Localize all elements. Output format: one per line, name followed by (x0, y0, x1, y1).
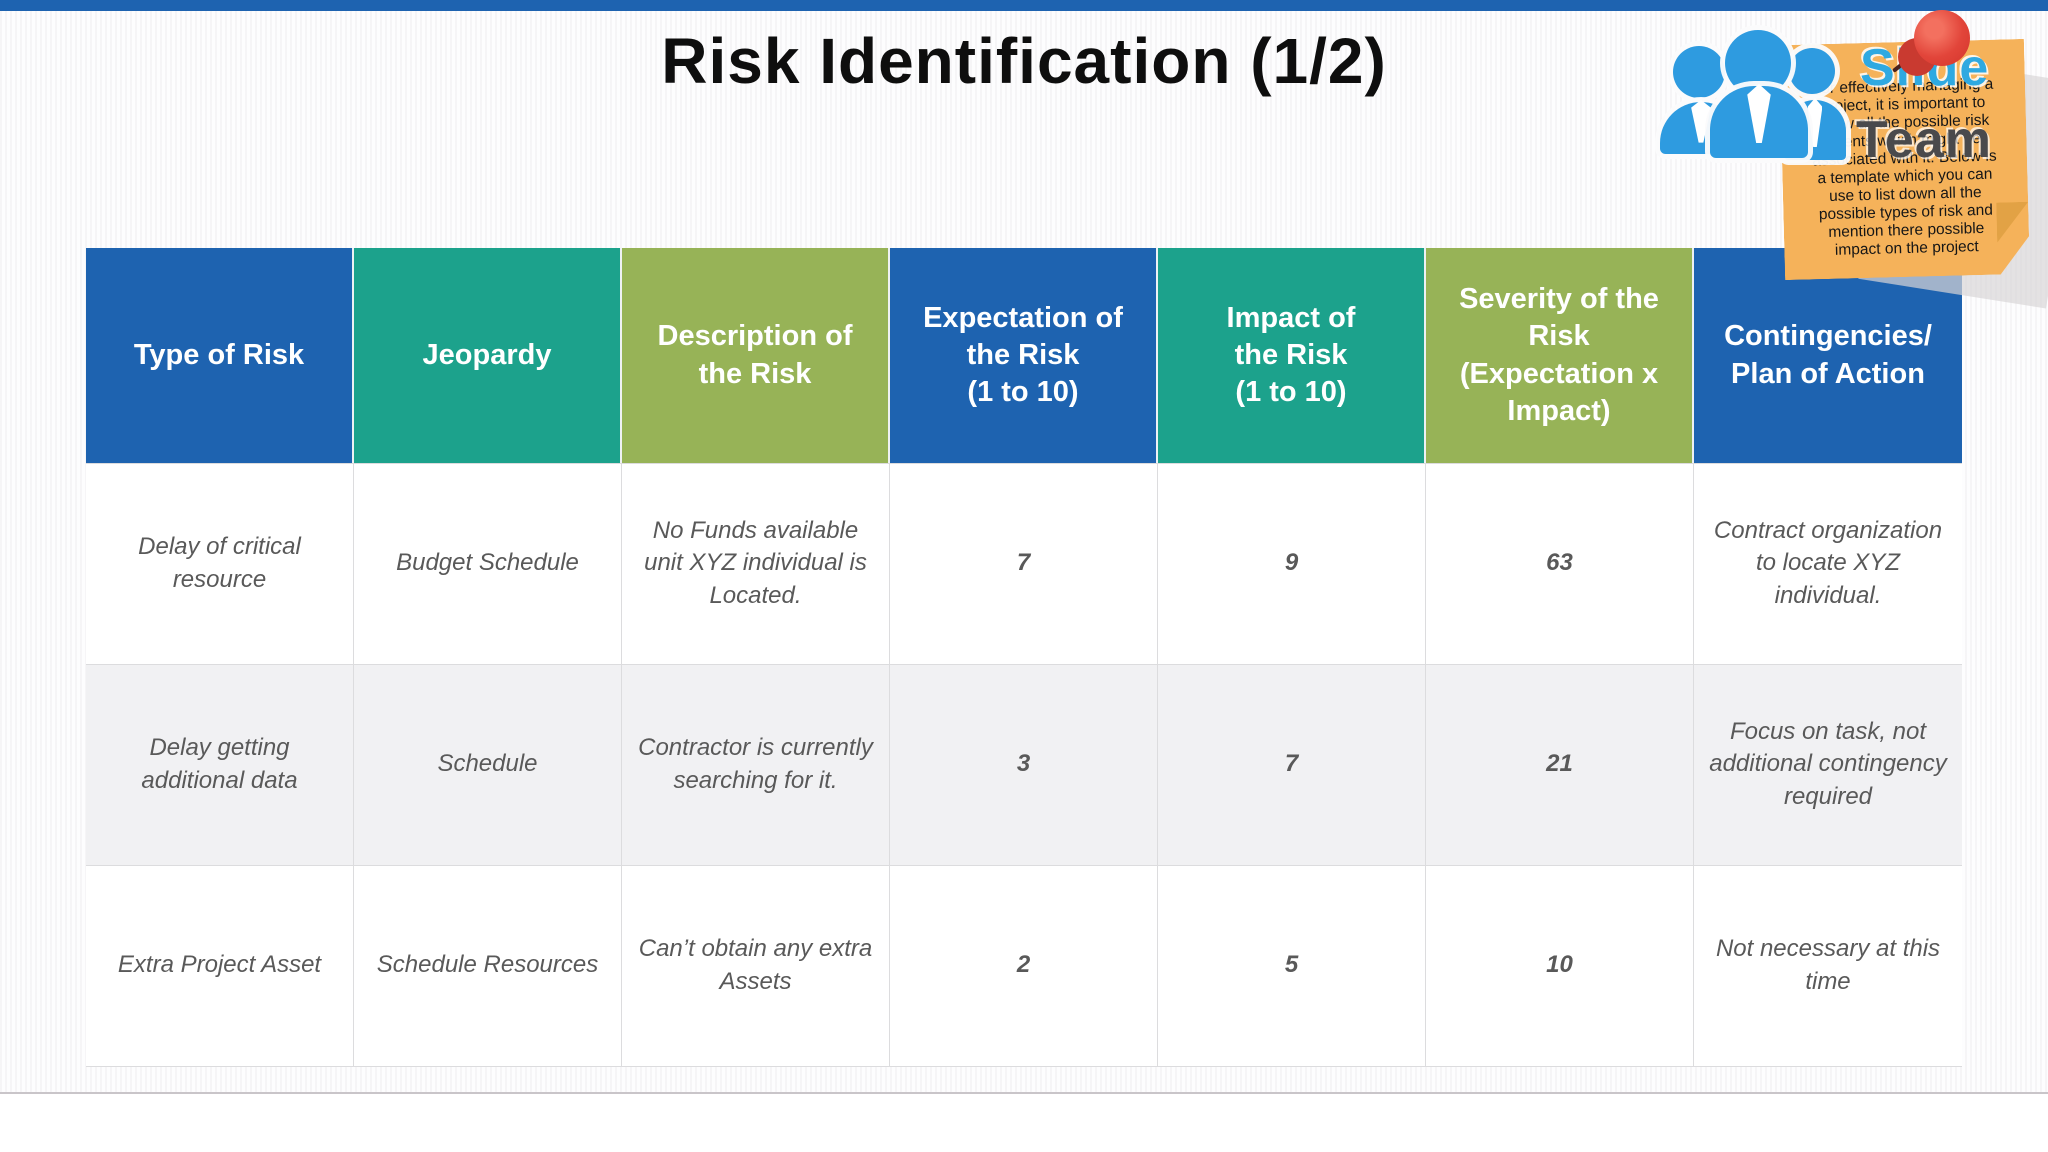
table-cell-expectation: 7 (890, 463, 1158, 664)
person-tie (1807, 98, 1823, 148)
page-title: Risk Identification (1/2) (661, 25, 1387, 97)
table-cell-type: Delay getting additional data (86, 664, 354, 865)
table-cell-impact: 7 (1158, 664, 1426, 865)
column-header-severity: Severity of the Risk (Expectation x Impa… (1426, 248, 1694, 463)
column-header-expectation: Expectation of the Risk (1 to 10) (890, 248, 1158, 463)
table-row: Delay getting additional data Schedule C… (86, 664, 1962, 865)
table-header-row: Type of Risk Jeopardy Description of the… (86, 248, 1962, 463)
pushpin-head (1914, 10, 1970, 66)
table-cell-type: Extra Project Asset (86, 865, 354, 1066)
table-cell-expectation: 2 (890, 865, 1158, 1066)
person-head (1673, 46, 1725, 98)
table-cell-description: Can’t obtain any extra Assets (622, 865, 890, 1066)
table-row: Delay of critical resource Budget Schedu… (86, 463, 1962, 664)
column-header-jeopardy: Jeopardy (354, 248, 622, 463)
column-header-impact: Impact of the Risk (1 to 10) (1158, 248, 1426, 463)
table-cell-type: Delay of critical resource (86, 463, 354, 664)
table-cell-expectation: 3 (890, 664, 1158, 865)
table-cell-description: Contractor is currently searching for it… (622, 664, 890, 865)
table-cell-severity: 10 (1426, 865, 1694, 1066)
table-cell-severity: 63 (1426, 463, 1694, 664)
bottom-divider-line (0, 1092, 2048, 1094)
person-tie (1747, 84, 1771, 144)
person-tie (1691, 100, 1711, 143)
risk-table: Type of Risk Jeopardy Description of the… (86, 248, 1962, 1067)
table-cell-severity: 21 (1426, 664, 1694, 865)
table-cell-contingency: Focus on task, not additional contingenc… (1709, 717, 1947, 810)
brand-team-text: Team (1856, 111, 1992, 169)
table-cell-jeopardy: Budget Schedule (354, 463, 622, 664)
table-cell-impact: 9 (1158, 463, 1426, 664)
table-cell-jeopardy: Schedule Resources (354, 865, 622, 1066)
table-cell-jeopardy: Schedule (354, 664, 622, 865)
top-accent-bar (0, 0, 2048, 11)
table-cell-impact: 5 (1158, 865, 1426, 1066)
table-cell-contingency: Contract organization to locate XYZ indi… (1713, 516, 1943, 609)
table-row: Extra Project Asset Schedule Resources C… (86, 865, 1962, 1066)
table-cell-description: No Funds available unit XYZ individual i… (622, 463, 890, 664)
pushpin-icon (1886, 8, 1996, 98)
person-head (1789, 48, 1835, 94)
person-torso (1710, 84, 1808, 158)
slideteam-logo: For effectively managing a project, it i… (1650, 10, 2048, 309)
table-cell-contingency: Not necessary at this time (1715, 935, 1941, 995)
column-header-description: Description of the Risk (622, 248, 890, 463)
column-header-type-of-risk: Type of Risk (86, 248, 354, 463)
